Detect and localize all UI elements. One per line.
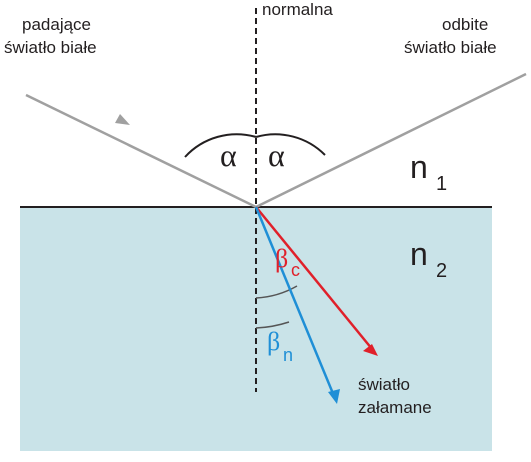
beta-c-subscript: c bbox=[291, 260, 300, 280]
blue-arrow-icon bbox=[328, 389, 340, 404]
n1-subscript: 1 bbox=[436, 173, 447, 195]
reflection-angle-arc bbox=[255, 133, 326, 156]
beta-n-angle-arc bbox=[255, 321, 290, 329]
n2-label: n bbox=[410, 236, 428, 272]
alpha-left-label: α bbox=[220, 137, 237, 173]
beta-n-label: β bbox=[267, 327, 280, 356]
red-arrow-icon bbox=[363, 344, 378, 356]
incident-label-line1: padające bbox=[22, 15, 91, 34]
n2-subscript: 2 bbox=[436, 260, 447, 282]
beta-c-angle-arc bbox=[255, 285, 298, 299]
incident-arrow-icon bbox=[115, 114, 130, 125]
normal-label: normalna bbox=[262, 0, 333, 19]
alpha-right-label: α bbox=[268, 137, 285, 173]
beta-n-subscript: n bbox=[283, 345, 293, 365]
reflected-ray bbox=[255, 72, 527, 209]
blue-refracted-ray bbox=[254, 206, 336, 397]
incident-label-line2: światło białe bbox=[4, 38, 97, 57]
red-refracted-ray bbox=[255, 206, 373, 350]
incidence-angle-arc bbox=[184, 133, 257, 158]
reflected-label-line2: światło białe bbox=[404, 38, 497, 57]
n1-label: n bbox=[410, 149, 428, 185]
beta-c-label: β bbox=[275, 244, 288, 273]
refracted-label-line2: załamane bbox=[358, 398, 432, 417]
reflected-label-line1: odbite bbox=[442, 15, 488, 34]
refracted-label-line1: światło bbox=[358, 375, 410, 394]
incident-ray bbox=[25, 93, 257, 209]
